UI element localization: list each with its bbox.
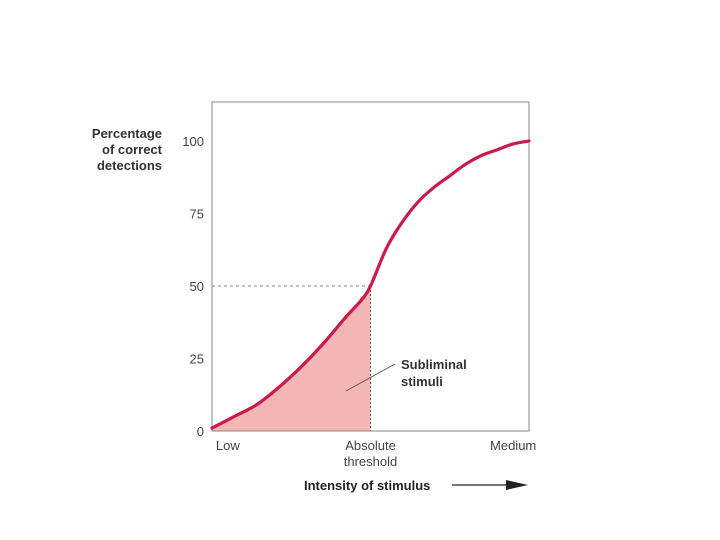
- annotation-pointer-line: [345, 363, 396, 392]
- arrow-head: [506, 480, 528, 490]
- x-tick-labels: Low Absolute threshold Medium: [216, 438, 536, 469]
- y-tick-label: 50: [190, 279, 204, 294]
- y-axis-label-line-3: detections: [96, 158, 162, 173]
- y-axis-label: Percentage of correct detections: [60, 126, 162, 174]
- plot-area: [210, 101, 531, 432]
- y-tick-labels: 0 25 50 75 100: [182, 134, 204, 439]
- y-tick-label: 75: [190, 207, 204, 222]
- detection-curve: [210, 139, 531, 430]
- x-tick-label-line: threshold: [344, 454, 397, 469]
- x-tick-label: Absolute threshold: [344, 438, 397, 469]
- x-tick-label-line: Absolute: [345, 438, 396, 453]
- y-tick-label: 25: [190, 352, 204, 367]
- subliminal-shaded-area: [212, 286, 371, 431]
- x-tick-label: Medium: [490, 438, 536, 453]
- annotation: Subliminal stimuli: [401, 357, 467, 389]
- y-tick-label: 0: [197, 424, 204, 439]
- y-tick-label: 100: [182, 134, 204, 149]
- x-tick-label: Low: [216, 438, 240, 453]
- x-tick-label-line: Low: [216, 438, 240, 453]
- x-tick-label-line: Medium: [490, 438, 536, 453]
- x-axis-label: Intensity of stimulus: [304, 478, 430, 493]
- annotation-line-2: stimuli: [401, 374, 443, 389]
- annotation-line-1: Subliminal: [401, 357, 467, 372]
- plot-frame: [211, 101, 530, 432]
- y-axis-label-line-1: Percentage: [91, 126, 162, 141]
- x-axis-arrow: [452, 480, 528, 490]
- y-axis-label-line-2: of correct: [102, 142, 162, 157]
